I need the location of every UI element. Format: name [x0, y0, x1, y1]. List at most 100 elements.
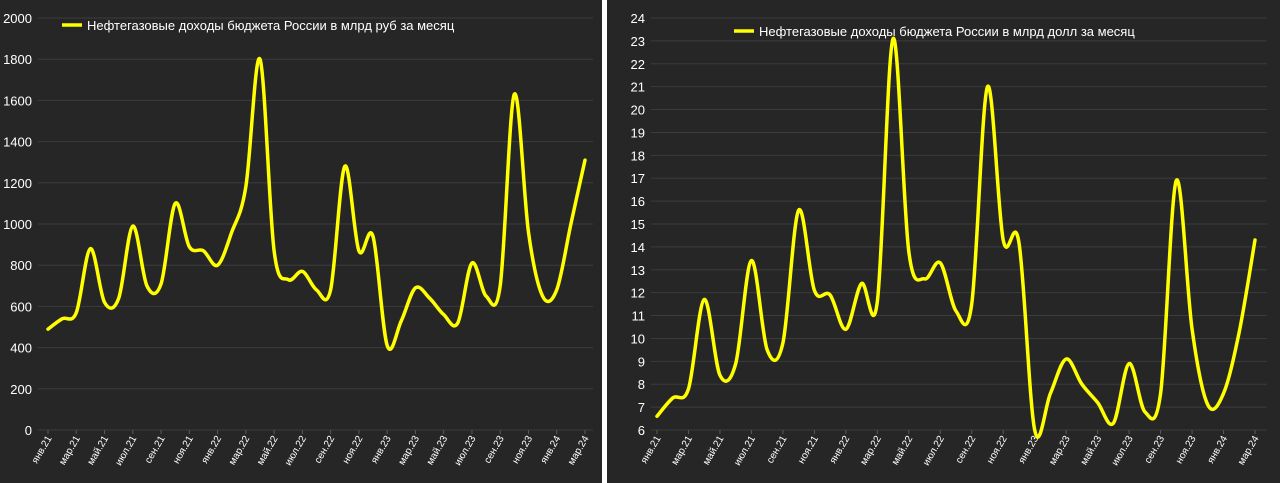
data-point [88, 247, 92, 251]
y-tick-label: 22 [631, 57, 645, 72]
y-tick-label: 16 [631, 194, 645, 209]
data-point [244, 185, 248, 189]
data-point [343, 164, 347, 168]
series-line [46, 57, 587, 351]
data-point [74, 311, 78, 315]
data-point [1096, 401, 1100, 405]
x-tick-label: мар.24 [1236, 434, 1262, 468]
data-point [781, 341, 785, 345]
data-point [1143, 410, 1147, 414]
data-point [131, 224, 135, 228]
x-tick-label: сен.21 [143, 434, 168, 466]
data-point [60, 317, 64, 321]
y-tick-label: 23 [631, 34, 645, 49]
x-tick-label: июл.21 [114, 434, 140, 468]
legend-label: Нефтегазовые доходы бюджета России в млр… [759, 24, 1135, 39]
x-tick-label: май.22 [255, 434, 281, 468]
y-tick-label: 24 [631, 11, 645, 26]
x-tick-label: май.23 [425, 434, 451, 468]
data-point [512, 92, 516, 96]
data-point [201, 249, 205, 253]
data-point [1111, 421, 1115, 425]
data-point [230, 230, 234, 234]
x-tick-label: ноя.23 [1174, 434, 1199, 466]
data-point [117, 296, 121, 300]
x-tick-label: ноя.23 [510, 434, 535, 466]
data-point [1174, 179, 1178, 183]
rub-chart: 0 200 400 600 800 1000 1200 1400 1600 1800 2000 янв… [3, 11, 593, 468]
data-point [718, 373, 722, 377]
data-point [1237, 330, 1241, 334]
y-tick-label: 19 [631, 125, 645, 140]
x-tick-label: мар.22 [227, 434, 253, 468]
data-point [1080, 382, 1084, 386]
x-tick-label: янв.22 [200, 434, 225, 466]
data-point [954, 309, 958, 313]
x-tick-label: сен.23 [1143, 434, 1168, 466]
data-point [46, 327, 50, 331]
y-tick-label: 17 [631, 171, 645, 186]
data-point [860, 282, 864, 286]
data-point [923, 277, 927, 281]
y-tick-label: 1800 [3, 52, 32, 67]
data-point [655, 414, 659, 418]
y-tick-label: 10 [631, 331, 645, 346]
y-tick-label: 0 [25, 423, 32, 438]
y-tick-label: 15 [631, 217, 645, 232]
x-tick-label: май.23 [1079, 434, 1105, 468]
data-point [428, 296, 432, 300]
data-point [812, 288, 816, 292]
data-point [1159, 391, 1163, 395]
data-point [686, 387, 690, 391]
y-tick-label: 11 [632, 309, 646, 324]
y-tick-label: 20 [631, 103, 645, 118]
data-point [216, 263, 220, 267]
y-tick-label: 600 [10, 299, 32, 314]
x-tick-label: ноя.22 [341, 434, 366, 466]
data-point [749, 259, 753, 263]
data-point [442, 313, 446, 317]
x-tick-label: май.21 [86, 434, 112, 468]
data-point [734, 362, 738, 366]
data-point [1017, 240, 1021, 244]
data-point [145, 284, 149, 288]
data-point [797, 208, 801, 212]
data-point [159, 282, 163, 286]
data-point [569, 222, 573, 226]
legend-label: Нефтегазовые доходы бюджета России в млр… [87, 18, 455, 33]
data-point [399, 319, 403, 323]
data-point [541, 294, 545, 298]
data-point [1127, 362, 1131, 366]
chart-panel-usd: 6 7 8 9 10 11 12 13 14 15 16 17 18 19 20 21 22 23 24 янв.21… [607, 0, 1280, 483]
data-point [103, 300, 107, 304]
usd-chart: 6 7 8 9 10 11 12 13 14 15 16 17 18 19 20 21 22 23 24 янв.21… [631, 11, 1267, 468]
x-tick-label: янв.24 [1206, 434, 1231, 466]
data-point [484, 294, 488, 298]
data-point [1206, 403, 1210, 407]
y-tick-label: 1200 [3, 176, 32, 191]
data-point [555, 288, 559, 292]
y-tick-label: 6 [638, 423, 645, 438]
y-tick-label: 9 [638, 354, 645, 369]
data-point [985, 85, 989, 89]
data-point [1253, 238, 1257, 242]
x-tick-label: мар.21 [57, 434, 83, 468]
data-point [702, 298, 706, 302]
x-tick-label: мар.22 [858, 434, 884, 468]
data-point [173, 201, 177, 205]
y-tick-label: 13 [631, 263, 645, 278]
y-tick-label: 1400 [3, 135, 32, 150]
x-tick-label: июл.22 [921, 434, 947, 468]
data-point [315, 288, 319, 292]
y-tick-label: 7 [638, 400, 645, 415]
y-tick-label: 1600 [3, 93, 32, 108]
data-point [385, 344, 389, 348]
data-point [498, 284, 502, 288]
x-tick-label: янв.24 [539, 434, 564, 466]
series-line [655, 36, 1257, 439]
x-tick-label: янв.23 [369, 434, 394, 466]
data-point [300, 269, 304, 273]
x-tick-label: мар.23 [397, 434, 423, 468]
y-tick-label: 18 [631, 148, 645, 163]
x-tick-label: сен.22 [313, 434, 338, 466]
